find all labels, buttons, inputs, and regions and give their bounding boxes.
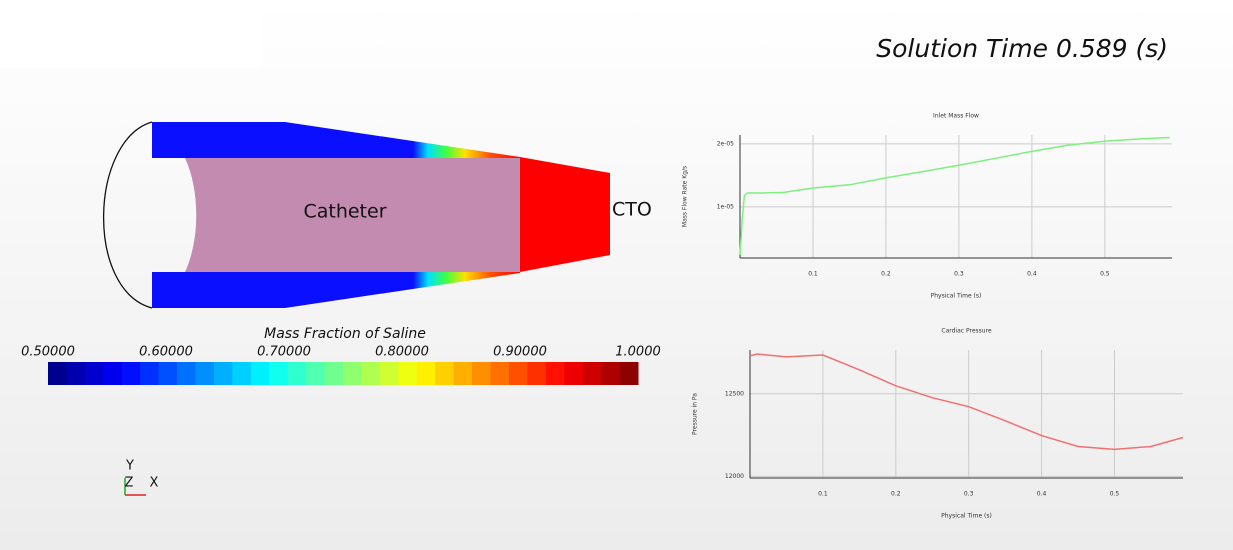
colorbar-band [85, 362, 104, 385]
colorbar-band [48, 362, 67, 385]
cto-label: CTO [612, 199, 652, 221]
x-tick-label: 0.1 [818, 491, 828, 498]
colorbar-band [361, 362, 380, 385]
colorbar-band [306, 362, 325, 385]
y-tick-label: 1e-05 [717, 203, 734, 210]
x-tick-label: 0.5 [1100, 271, 1110, 278]
colorbar-band [546, 362, 565, 385]
colorbar-title: Mass Fraction of Saline [264, 326, 426, 342]
colorbar-band [325, 362, 344, 385]
colorbar-band [232, 362, 251, 385]
y-tick-label: 12500 [725, 390, 744, 397]
colorbar-tick-label: 0.60000 [139, 345, 193, 360]
colorbar-band [527, 362, 546, 385]
colorbar-band [509, 362, 528, 385]
colorbar-band [398, 362, 417, 385]
chart-title: Inlet Mass Flow [933, 113, 979, 120]
colorbar-tick-label: 0.50000 [21, 345, 75, 360]
colorbar-band [177, 362, 196, 385]
colorbar-tick-label: 1.0000 [615, 345, 661, 360]
x-tick-label: 0.2 [891, 491, 901, 498]
colorbar-band [380, 362, 399, 385]
y-axis-title: Mass Flow Rate Kg/s [682, 166, 689, 227]
colorbar-tick-label: 0.90000 [493, 345, 547, 360]
x-tick-label: 0.3 [954, 271, 964, 278]
colorbar-band [159, 362, 178, 385]
x-axis-title: Physical Time (s) [931, 293, 982, 300]
colorbar-band [103, 362, 122, 385]
x-tick-label: 0.2 [881, 271, 891, 278]
x-tick-label: 0.4 [1027, 271, 1037, 278]
x-axis-title: Physical Time (s) [941, 513, 992, 520]
colorbar-band [66, 362, 85, 385]
x-tick-label: 0.3 [964, 491, 974, 498]
y-tick-label: 12000 [725, 473, 744, 480]
x-tick-label: 0.1 [808, 271, 818, 278]
colorbar-band [583, 362, 602, 385]
colorbar-band [435, 362, 454, 385]
colorbar-band [491, 362, 510, 385]
colorbar-band [140, 362, 159, 385]
colorbar-band [601, 362, 620, 385]
x-axis-letter: X [150, 476, 159, 491]
blank-panel [0, 0, 262, 68]
colorbar-band [564, 362, 583, 385]
z-axis-letter: Z [125, 476, 134, 491]
colorbar-band [122, 362, 141, 385]
colorbar-band [269, 362, 288, 385]
colorbar-band [417, 362, 436, 385]
screenshot: Solution Time 0.589 (s) Catheter CTO Mas… [0, 0, 1233, 550]
colorbar-band [214, 362, 233, 385]
colorbar-band [454, 362, 473, 385]
colorbar-tick-label: 0.80000 [375, 345, 429, 360]
colorbar-band [472, 362, 491, 385]
x-tick-label: 0.4 [1037, 491, 1047, 498]
chart-title: Cardiac Pressure [941, 328, 992, 335]
colorbar-band [196, 362, 215, 385]
solution-time: Solution Time 0.589 (s) [876, 34, 1168, 63]
colorbar-band [288, 362, 307, 385]
cto [520, 157, 610, 272]
y-axis-title: Pressure in Pa [692, 393, 699, 435]
catheter-label: Catheter [303, 201, 386, 223]
y-tick-label: 2e-05 [717, 140, 734, 147]
colorbar-band [620, 362, 639, 385]
y-axis-letter: Y [125, 459, 134, 474]
colorbar-tick-label: 0.70000 [257, 345, 311, 360]
x-tick-label: 0.5 [1110, 491, 1120, 498]
colorbar-band [251, 362, 270, 385]
colorbar-band [343, 362, 362, 385]
